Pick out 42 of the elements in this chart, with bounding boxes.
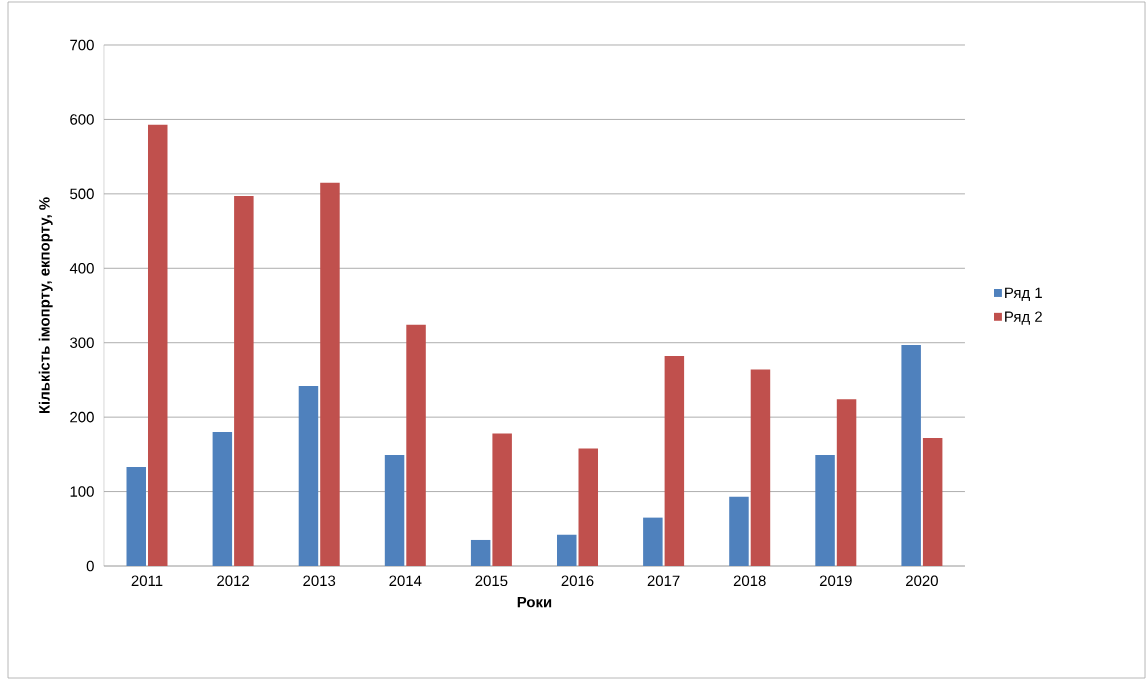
bar [126,467,146,566]
bar [729,496,749,566]
bar [557,534,577,566]
bar [234,196,254,566]
bar [922,437,943,566]
x-tick-label: 2020 [906,575,938,587]
x-tick-label: 2019 [819,575,852,587]
y-tick-label: 500 [70,188,94,200]
bar [148,124,168,566]
x-axis-title: Роки [517,596,552,608]
bar [298,385,319,566]
bar [470,539,491,566]
y-tick-label: 100 [70,486,94,497]
bar [901,344,921,566]
bar [815,455,835,566]
bar [320,182,340,566]
bar [578,448,598,566]
y-tick-label: 200 [70,411,94,423]
y-axis-title: Кількість імопрту, екпорту, % [38,197,53,414]
bar [836,399,857,566]
bar [384,455,405,566]
bar [212,432,233,566]
y-tick-label: 300 [70,337,94,348]
x-tick-label: 2014 [389,575,422,587]
x-tick-label: 2011 [131,575,163,587]
legend-label: Ряд 1 [1005,287,1042,301]
bar [492,433,512,566]
x-tick-label: 2016 [561,575,594,587]
x-tick-label: 2012 [217,575,249,587]
bar [643,517,663,566]
y-tick-label: 0 [86,560,94,572]
bar [406,324,426,566]
bar [750,369,771,566]
legend-label: Ряд 2 [1005,311,1042,325]
y-tick-label: 700 [70,39,94,51]
y-tick-label: 400 [69,262,94,274]
x-tick-label: 2015 [475,575,508,587]
x-tick-label: 2013 [303,575,336,587]
y-tick-label: 600 [70,114,94,125]
x-tick-label: 2018 [733,575,766,587]
x-tick-label: 2017 [647,575,680,587]
bar [664,356,685,566]
